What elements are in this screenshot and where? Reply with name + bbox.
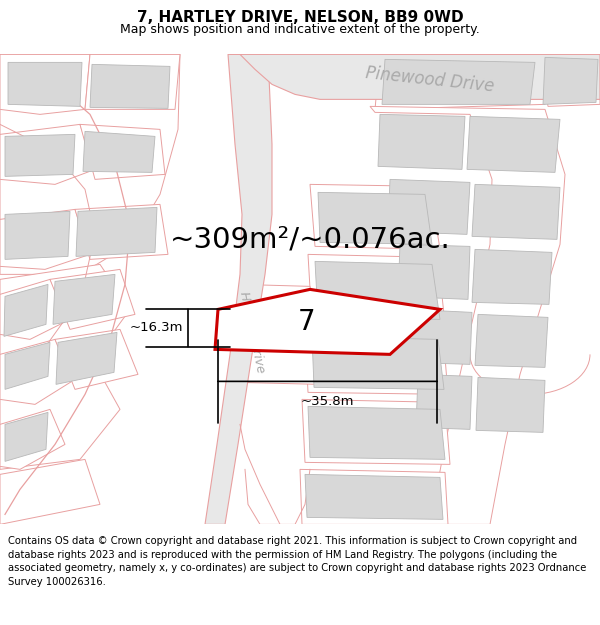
Polygon shape (408, 309, 472, 364)
Polygon shape (308, 254, 445, 324)
Polygon shape (230, 54, 600, 99)
Polygon shape (0, 54, 180, 274)
Polygon shape (80, 124, 165, 179)
Polygon shape (0, 279, 70, 339)
Polygon shape (476, 378, 545, 432)
Polygon shape (5, 342, 50, 389)
Polygon shape (382, 59, 535, 104)
Polygon shape (240, 284, 315, 329)
Polygon shape (0, 339, 75, 404)
Polygon shape (0, 459, 100, 524)
Text: Pinewood Drive: Pinewood Drive (365, 64, 495, 95)
Polygon shape (83, 131, 155, 173)
Polygon shape (375, 54, 545, 109)
Polygon shape (55, 329, 138, 389)
Polygon shape (5, 412, 48, 461)
Polygon shape (302, 399, 450, 464)
Polygon shape (318, 192, 432, 244)
Polygon shape (370, 106, 565, 524)
Polygon shape (312, 336, 444, 389)
Polygon shape (8, 62, 82, 106)
Polygon shape (475, 314, 548, 368)
Polygon shape (85, 54, 180, 109)
Text: 7: 7 (298, 308, 316, 336)
Polygon shape (315, 261, 440, 319)
Polygon shape (5, 134, 75, 176)
Polygon shape (398, 244, 470, 299)
Polygon shape (205, 54, 272, 524)
Polygon shape (300, 469, 448, 524)
Polygon shape (378, 114, 465, 169)
Text: ~309m²/~0.076ac.: ~309m²/~0.076ac. (170, 226, 451, 253)
Polygon shape (308, 406, 445, 459)
Polygon shape (76, 208, 157, 256)
Polygon shape (90, 64, 170, 108)
Polygon shape (235, 339, 320, 384)
Polygon shape (5, 211, 70, 259)
Polygon shape (310, 184, 440, 249)
Polygon shape (416, 374, 472, 429)
Polygon shape (0, 364, 120, 469)
Polygon shape (215, 289, 440, 354)
Text: Hartley Drive: Hartley Drive (237, 291, 267, 374)
Text: Contains OS data © Crown copyright and database right 2021. This information is : Contains OS data © Crown copyright and d… (8, 536, 586, 587)
Polygon shape (53, 274, 115, 324)
Polygon shape (305, 474, 443, 519)
Polygon shape (4, 284, 48, 336)
Polygon shape (0, 264, 130, 379)
Text: ~35.8m: ~35.8m (301, 396, 354, 408)
Polygon shape (75, 204, 168, 259)
Polygon shape (467, 116, 560, 172)
Polygon shape (50, 269, 135, 329)
Text: 7, HARTLEY DRIVE, NELSON, BB9 0WD: 7, HARTLEY DRIVE, NELSON, BB9 0WD (137, 10, 463, 25)
Polygon shape (305, 329, 448, 394)
Text: Map shows position and indicative extent of the property.: Map shows position and indicative extent… (120, 23, 480, 36)
Polygon shape (0, 409, 65, 469)
Polygon shape (472, 184, 560, 239)
Polygon shape (388, 179, 470, 234)
Polygon shape (543, 58, 598, 104)
Polygon shape (0, 124, 95, 184)
Polygon shape (56, 332, 117, 384)
Polygon shape (0, 209, 90, 269)
Polygon shape (0, 54, 90, 114)
Polygon shape (472, 249, 552, 304)
Polygon shape (540, 54, 600, 106)
Text: ~16.3m: ~16.3m (130, 321, 183, 334)
